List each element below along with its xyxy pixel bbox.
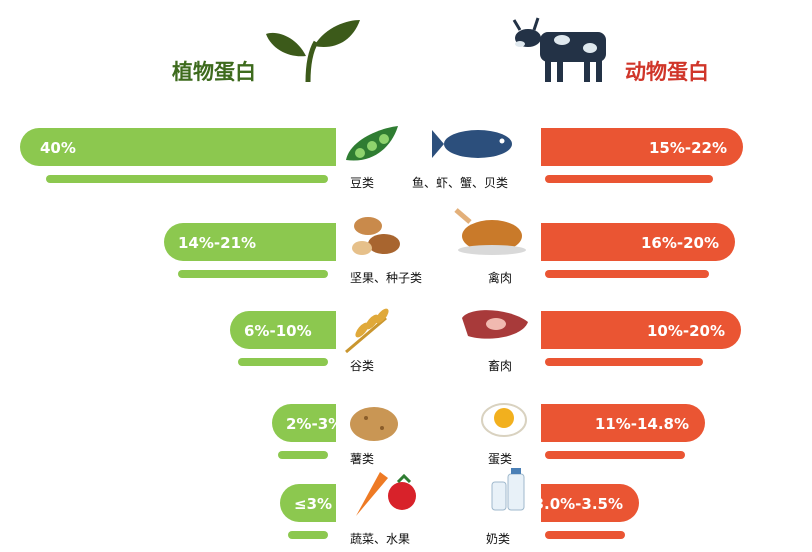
plant-bar-underline [278,451,328,459]
steak-icon [462,310,528,339]
plant-bar-underline [288,531,328,539]
animal-bar [541,128,743,166]
animal-category-label: 禽肉 [488,270,512,285]
plant-protein-title: 植物蛋白 [172,60,256,84]
plant-bar-underline [178,270,328,278]
plant-bar [280,484,336,522]
plant-bar [164,223,336,261]
boiled-egg-icon [481,403,527,437]
animal-value-label: 10%-20% [647,322,725,340]
leaf-sprout-icon [266,20,360,83]
carrot-tomato-icon [356,472,416,516]
animal-bar-underline [545,175,713,183]
fish-icon [432,130,512,158]
animal-bar [541,311,741,349]
plant-category-label: 蔬菜、水果 [350,532,410,546]
nuts-icon [352,217,400,255]
plant-category-label: 坚果、种子类 [350,271,422,285]
plant-category-label: 谷类 [350,359,374,373]
wheat-icon [345,308,389,354]
pea-pod-icon [346,126,398,161]
animal-bar [541,484,639,522]
plant-value-label: 6%-10% [244,322,312,340]
plant-bar [20,128,336,166]
animal-bar-underline [545,451,685,459]
animal-category-label: 鱼、虾、蟹、贝类 [412,175,508,190]
animal-bar [541,223,735,261]
cow-icon [512,17,606,82]
plant-bar [272,404,336,442]
plant-bar-underline [46,175,328,183]
animal-category-label: 蛋类 [488,452,512,466]
potato-icon [350,407,398,441]
animal-category-label: 畜肉 [488,358,512,373]
plant-bar-underline [238,358,328,366]
animal-value-label: 16%-20% [641,234,719,252]
roast-chicken-icon [454,208,526,255]
plant-value-label: ≤3% [294,495,332,513]
plant-bar [230,311,336,349]
plant-category-label: 豆类 [350,176,374,190]
animal-value-label: 11%-14.8% [595,415,689,433]
animal-bar-underline [545,531,625,539]
plant-value-label: 14%-21% [178,234,256,252]
animal-bar [541,404,705,442]
animal-value-label: 15%-22% [649,139,727,157]
milk-bottles-icon [491,468,525,511]
animal-protein-title: 动物蛋白 [625,60,709,84]
animal-value-label: 3.0%-3.5% [534,495,623,513]
plant-value-label: 40% [40,139,76,157]
plant-category-label: 薯类 [350,452,374,466]
animal-category-label: 奶类 [486,532,510,546]
plant-value-label: 2%-3% [286,415,343,433]
animal-bar-underline [545,358,703,366]
animal-bar-underline [545,270,709,278]
